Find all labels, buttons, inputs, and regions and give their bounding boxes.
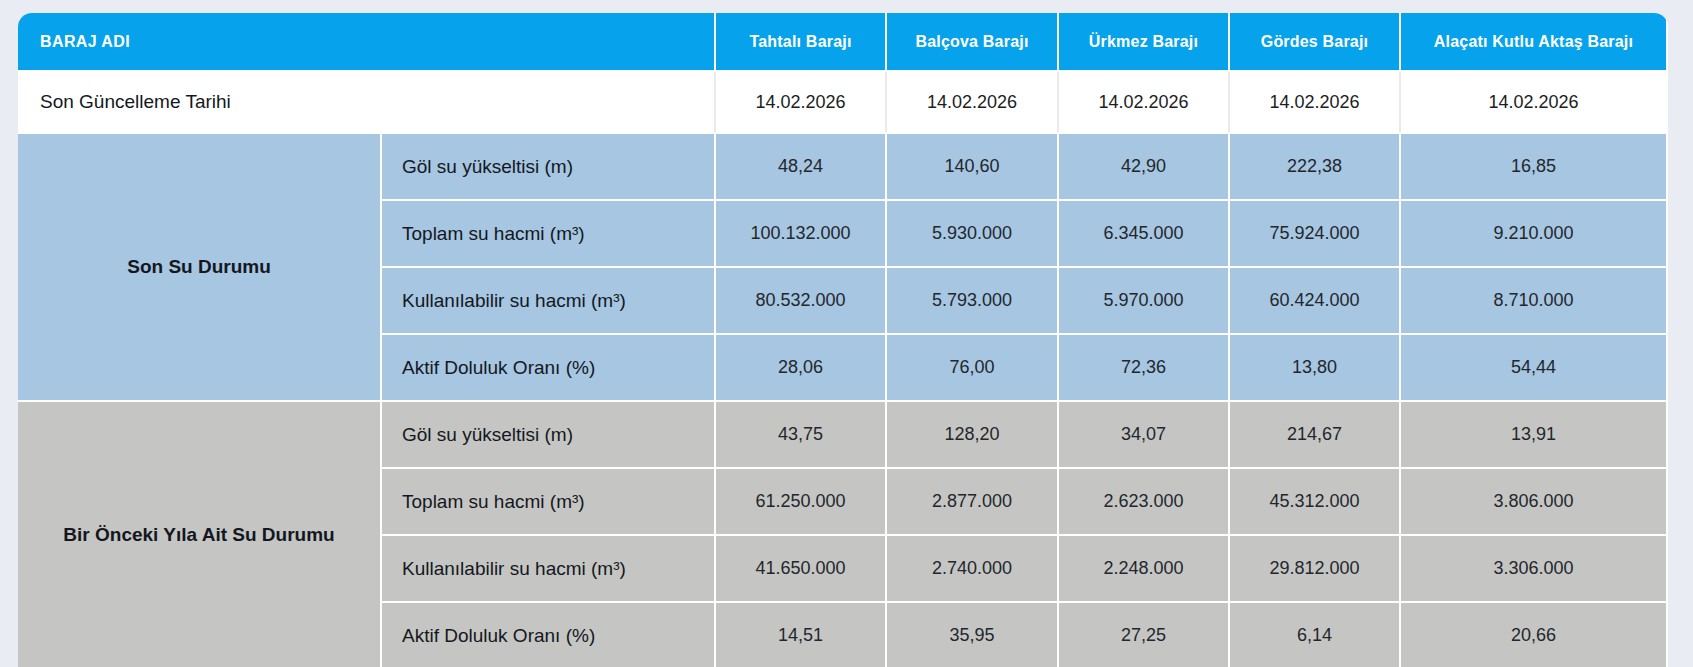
value-cell: 3.806.000	[1401, 469, 1666, 534]
value-cell: 34,07	[1059, 402, 1228, 467]
value-cell: 45.312.000	[1230, 469, 1399, 534]
value-cell: 29.812.000	[1230, 536, 1399, 601]
value-cell: 13,91	[1401, 402, 1666, 467]
row-label: Toplam su hacmi (m³)	[382, 469, 714, 534]
value-cell: 28,06	[716, 335, 885, 400]
update-date-3: 14.02.2026	[1228, 72, 1399, 132]
row-label: Aktif Doluluk Oranı (%)	[382, 603, 714, 667]
value-cell: 41.650.000	[716, 536, 885, 601]
header-dam-1: Balçova Barajı	[887, 13, 1057, 70]
value-cell: 6.345.000	[1059, 201, 1228, 266]
row-label: Kullanılabilir su hacmi (m³)	[382, 268, 714, 333]
update-date-1: 14.02.2026	[885, 72, 1057, 132]
value-cell: 128,20	[887, 402, 1057, 467]
header-dam-3: Gördes Barajı	[1230, 13, 1399, 70]
header-dam-0: Tahtalı Barajı	[716, 13, 885, 70]
value-cell: 61.250.000	[716, 469, 885, 534]
value-cell: 80.532.000	[716, 268, 885, 333]
value-cell: 54,44	[1401, 335, 1666, 400]
value-cell: 214,67	[1230, 402, 1399, 467]
value-cell: 2.877.000	[887, 469, 1057, 534]
value-cell: 5.930.000	[887, 201, 1057, 266]
value-cell: 2.623.000	[1059, 469, 1228, 534]
value-cell: 6,14	[1230, 603, 1399, 667]
header-baraj-adi: BARAJ ADI	[18, 13, 714, 70]
page: BARAJ ADITahtalı BarajıBalçova BarajıÜrk…	[0, 0, 1693, 667]
header-dam-4: Alaçatı Kutlu Aktaş Barajı	[1401, 13, 1666, 70]
row-label: Kullanılabilir su hacmi (m³)	[382, 536, 714, 601]
value-cell: 76,00	[887, 335, 1057, 400]
header-dam-2: Ürkmez Barajı	[1059, 13, 1228, 70]
value-cell: 14,51	[716, 603, 885, 667]
value-cell: 8.710.000	[1401, 268, 1666, 333]
row-label: Aktif Doluluk Oranı (%)	[382, 335, 714, 400]
update-date-0: 14.02.2026	[714, 72, 885, 132]
value-cell: 9.210.000	[1401, 201, 1666, 266]
value-cell: 2.740.000	[887, 536, 1057, 601]
row-label: Göl su yükseltisi (m)	[382, 402, 714, 467]
value-cell: 16,85	[1401, 134, 1666, 199]
value-cell: 20,66	[1401, 603, 1666, 667]
value-cell: 43,75	[716, 402, 885, 467]
update-date-4: 14.02.2026	[1399, 72, 1666, 132]
value-cell: 100.132.000	[716, 201, 885, 266]
value-cell: 75.924.000	[1230, 201, 1399, 266]
value-cell: 3.306.000	[1401, 536, 1666, 601]
dam-status-table: BARAJ ADITahtalı BarajıBalçova BarajıÜrk…	[18, 13, 1668, 667]
value-cell: 35,95	[887, 603, 1057, 667]
value-cell: 27,25	[1059, 603, 1228, 667]
section-title-0: Son Su Durumu	[18, 134, 380, 400]
value-cell: 42,90	[1059, 134, 1228, 199]
value-cell: 140,60	[887, 134, 1057, 199]
value-cell: 2.248.000	[1059, 536, 1228, 601]
value-cell: 5.793.000	[887, 268, 1057, 333]
row-label: Toplam su hacmi (m³)	[382, 201, 714, 266]
update-date-2: 14.02.2026	[1057, 72, 1228, 132]
value-cell: 222,38	[1230, 134, 1399, 199]
value-cell: 48,24	[716, 134, 885, 199]
update-row-label: Son Güncelleme Tarihi	[18, 72, 714, 132]
value-cell: 5.970.000	[1059, 268, 1228, 333]
row-label: Göl su yükseltisi (m)	[382, 134, 714, 199]
section-title-1: Bir Önceki Yıla Ait Su Durumu	[18, 402, 380, 667]
value-cell: 72,36	[1059, 335, 1228, 400]
value-cell: 60.424.000	[1230, 268, 1399, 333]
value-cell: 13,80	[1230, 335, 1399, 400]
